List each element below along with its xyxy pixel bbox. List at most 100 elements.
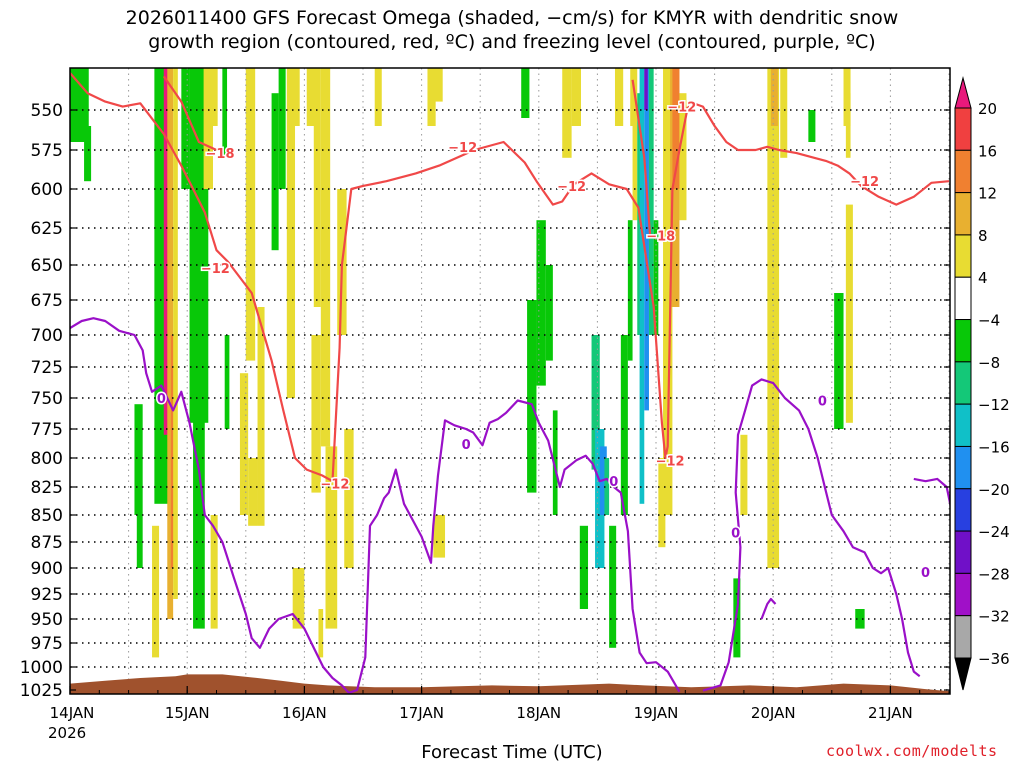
colorbar-box-12 xyxy=(954,615,972,659)
omega-cell-74 xyxy=(834,293,844,429)
y-tick-label-10: 800 xyxy=(31,449,63,469)
colorbar-box-2 xyxy=(954,192,972,236)
colorbar-bottom-arrow xyxy=(954,657,972,691)
y-tick-label-17: 975 xyxy=(31,634,63,654)
omega-cell-20 xyxy=(248,458,258,526)
omega-cell-12 xyxy=(193,385,205,629)
omega-cell-55 xyxy=(630,68,638,126)
y-axis-pressure: 550 575 600 625 650 675 700 725 750 775 800 825 850 8… xyxy=(20,101,950,701)
colorbar-box-5 xyxy=(954,319,972,363)
x-tick-label-6: 20JAN xyxy=(751,704,796,722)
x-tick-label-0: 14JAN xyxy=(50,704,95,722)
y-tick-label-5: 675 xyxy=(31,291,63,311)
y-tick-label-19: 1025 xyxy=(20,681,63,701)
omega-cell-47 xyxy=(591,335,600,470)
colorbar-label-4: 4 xyxy=(978,269,988,287)
omega-cell-31 xyxy=(325,446,338,629)
freezing-level-contours: 0 0 0 0 0 0 xyxy=(70,317,950,694)
y-tick-label-13: 875 xyxy=(31,533,63,553)
omega-cell-40 xyxy=(527,300,537,493)
omega-cell-15 xyxy=(210,515,218,629)
omega-cell-26 xyxy=(292,568,305,629)
omega-cell-30 xyxy=(320,68,331,447)
x-tick-label-5: 19JAN xyxy=(634,704,679,722)
freezing-level-label-4: 0 xyxy=(818,394,827,409)
colorbar-label-8: −16 xyxy=(978,438,1010,456)
y-tick-label-4: 650 xyxy=(31,256,63,276)
omega-cell-73 xyxy=(808,110,816,142)
omega-cell-53 xyxy=(620,335,628,515)
omega-cell-27 xyxy=(306,68,317,126)
dgz-contour-2 xyxy=(631,79,657,240)
freezing-level-label-3: 0 xyxy=(731,526,740,541)
x-tick-label-2: 16JAN xyxy=(282,704,327,722)
y-tick-label-2: 600 xyxy=(31,180,63,200)
dgz-label-2-0: −18 xyxy=(646,229,675,244)
omega-cell-51 xyxy=(609,525,617,648)
freezing-level-label-5: 0 xyxy=(921,566,930,581)
colorbar-box-7 xyxy=(954,403,972,447)
colorbar-box-3 xyxy=(954,234,972,278)
x-year-label: 2026 xyxy=(48,724,86,742)
omega-cell-9 xyxy=(152,525,160,658)
x-tick-label-7: 21JAN xyxy=(868,704,913,722)
terrain-fill xyxy=(70,674,950,694)
omega-cell-10 xyxy=(181,68,190,189)
dgz-label-1-0: −18 xyxy=(206,147,235,162)
omega-cell-67 xyxy=(679,93,687,221)
omega-cell-29 xyxy=(313,68,321,307)
omega-cell-25 xyxy=(292,68,300,126)
colorbar-label-2: 12 xyxy=(978,185,997,203)
omega-cell-39 xyxy=(521,68,530,118)
credit-link[interactable]: coolwx.com/modelts xyxy=(826,742,998,760)
y-tick-label-15: 925 xyxy=(31,585,63,605)
colorbar-box-9 xyxy=(954,488,972,532)
y-tick-label-6: 700 xyxy=(31,326,63,346)
colorbar-box-4 xyxy=(954,276,972,321)
dgz-label-0-5: −12 xyxy=(850,175,879,190)
omega-cell-66 xyxy=(672,68,680,189)
colorbar-label-3: 8 xyxy=(978,227,988,245)
colorbar-label-5: −4 xyxy=(978,312,1000,330)
omega-cell-76 xyxy=(845,204,853,423)
omega-cell-36 xyxy=(427,68,436,126)
colorbar-label-9: −20 xyxy=(978,481,1010,499)
omega-cell-50 xyxy=(604,458,610,515)
dgz-label-0-6: −12 xyxy=(656,454,685,469)
x-tick-label-4: 18JAN xyxy=(516,704,561,722)
omega-cell-19 xyxy=(245,68,256,361)
colorbar-label-6: −8 xyxy=(978,354,1000,372)
omega-cell-60 xyxy=(644,68,648,110)
omega-cell-44 xyxy=(562,68,572,158)
colorbar-label-0: 20 xyxy=(978,100,997,118)
omega-cell-77 xyxy=(845,93,851,158)
omega-cell-38 xyxy=(433,515,446,558)
omega-cell-6 xyxy=(167,68,174,619)
terrain-area xyxy=(70,674,950,694)
colorbar-box-1 xyxy=(954,149,972,194)
omega-cell-37 xyxy=(433,68,443,102)
omega-cell-78 xyxy=(855,609,865,629)
omega-cell-45 xyxy=(571,68,581,126)
y-tick-label-1: 575 xyxy=(31,141,63,161)
omega-cell-32 xyxy=(318,609,324,658)
omega-cell-14 xyxy=(210,68,218,126)
colorbar-box-6 xyxy=(954,361,972,405)
omega-cell-23 xyxy=(278,68,286,189)
omega-cell-72 xyxy=(780,68,788,158)
x-axis-label: Forecast Time (UTC) xyxy=(421,742,603,763)
omega-cell-69 xyxy=(740,434,748,515)
gridlines xyxy=(70,68,950,694)
omega-cell-13 xyxy=(203,68,213,189)
omega-cell-8 xyxy=(173,68,178,599)
dgz-label-0-4: −12 xyxy=(667,101,696,116)
colorbar-label-1: 16 xyxy=(978,142,997,160)
colorbar-top-arrow xyxy=(954,76,972,109)
omega-cell-42 xyxy=(545,265,553,361)
freezing-level-line-2 xyxy=(702,378,921,692)
freezing-level-line-4 xyxy=(913,477,950,509)
y-tick-label-3: 625 xyxy=(31,219,63,239)
freezing-level-label-0: 0 xyxy=(157,392,166,407)
y-tick-label-7: 725 xyxy=(31,358,63,378)
